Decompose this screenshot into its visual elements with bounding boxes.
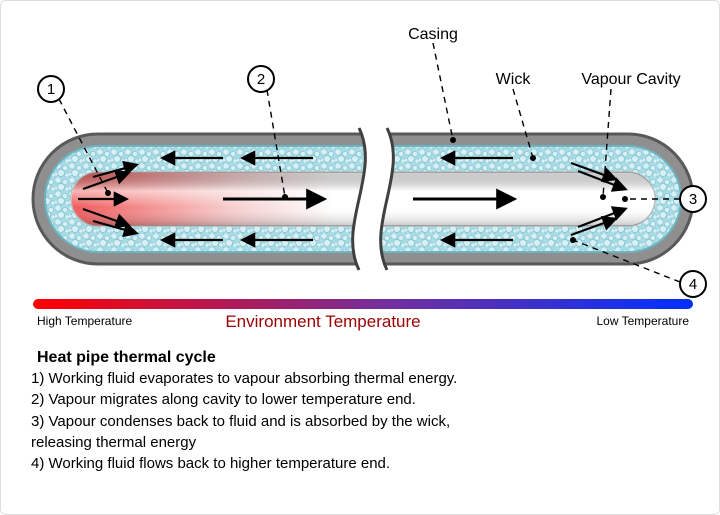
heat-pipe-diagram: Casing Wick Vapour Cavity 1 2 3 4 High Temperat… [13,9,709,339]
svg-text:High Temperature: High Temperature [37,314,132,328]
svg-text:2: 2 [257,71,265,88]
svg-text:Low Temperature: Low Temperature [597,314,690,328]
svg-text:Wick: Wick [496,71,532,88]
step-3: 3) Vapour condenses back to fluid and is… [31,412,707,432]
cycle-steps: 1) Working fluid evaporates to vapour ab… [31,369,707,474]
svg-text:4: 4 [689,276,697,293]
step-1: 1) Working fluid evaporates to vapour ab… [31,369,707,389]
step-3b: releasing thermal energy [31,433,707,453]
svg-text:1: 1 [47,81,55,98]
svg-text:Casing: Casing [408,26,458,43]
step-4: 4) Working fluid flows back to higher te… [31,454,707,474]
diagram-container: { "labels": { "casing": "Casing", "wick"… [0,0,720,515]
step-2: 2) Vapour migrates along cavity to lower… [31,390,707,410]
cycle-title: Heat pipe thermal cycle [37,349,707,367]
svg-text:Vapour Cavity: Vapour Cavity [581,71,680,88]
svg-text:Environment Temperature: Environment Temperature [225,312,420,331]
svg-text:3: 3 [689,191,697,208]
